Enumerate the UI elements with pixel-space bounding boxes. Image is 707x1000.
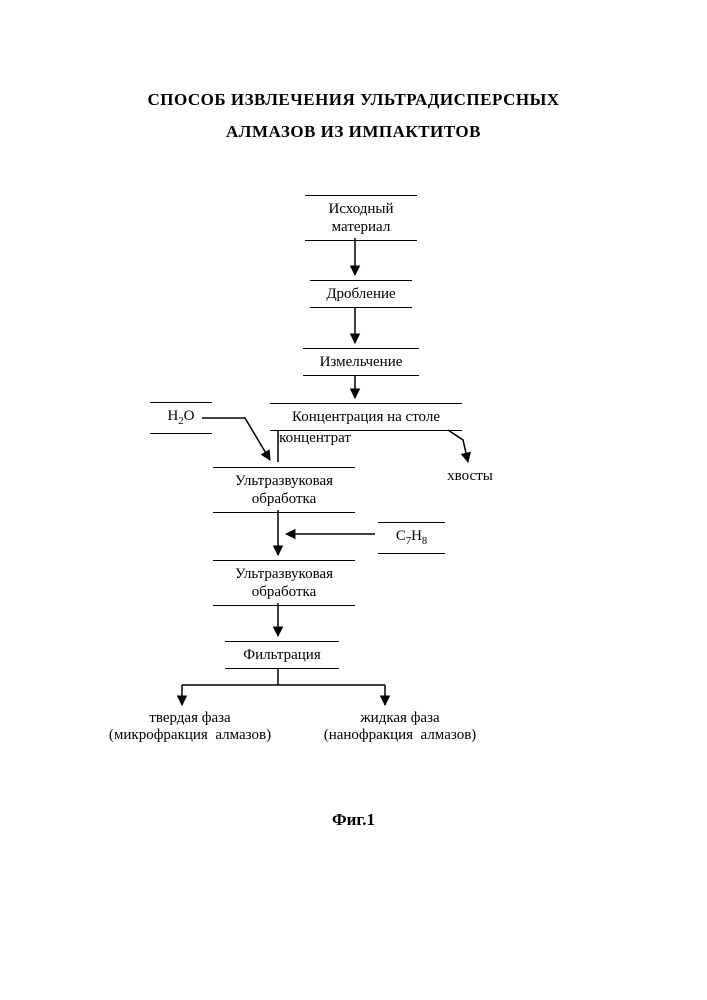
node-tails: хвосты: [440, 468, 500, 485]
node-h2o: H2O: [150, 402, 212, 434]
node-n4: Концентрация на столе: [270, 403, 462, 431]
diagram-page: СПОСОБ ИЗВЛЕЧЕНИЯ УЛЬТРАДИСПЕРСНЫХ АЛМАЗ…: [0, 0, 707, 1000]
node-n5: Ультразвуковая обработка: [213, 467, 355, 513]
edge: [448, 430, 468, 462]
node-n7: Фильтрация: [225, 641, 339, 669]
title-line-2: АЛМАЗОВ ИЗ ИМПАКТИТОВ: [0, 122, 707, 142]
figure-caption: Фиг.1: [0, 810, 707, 830]
edge: [202, 418, 270, 460]
node-n6: Ультразвуковая обработка: [213, 560, 355, 606]
node-n2: Дробление: [310, 280, 412, 308]
node-conc: концентрат: [275, 430, 355, 447]
node-n3: Измельчение: [303, 348, 419, 376]
node-n1: Исходный материал: [305, 195, 417, 241]
node-c7h8: C7H8: [378, 522, 445, 554]
title-line-1: СПОСОБ ИЗВЛЕЧЕНИЯ УЛЬТРАДИСПЕРСНЫХ: [0, 90, 707, 110]
node-liquid: жидкая фаза (нанофракция алмазов): [310, 710, 490, 744]
node-solid: твердая фаза (микрофракция алмазов): [100, 710, 280, 744]
